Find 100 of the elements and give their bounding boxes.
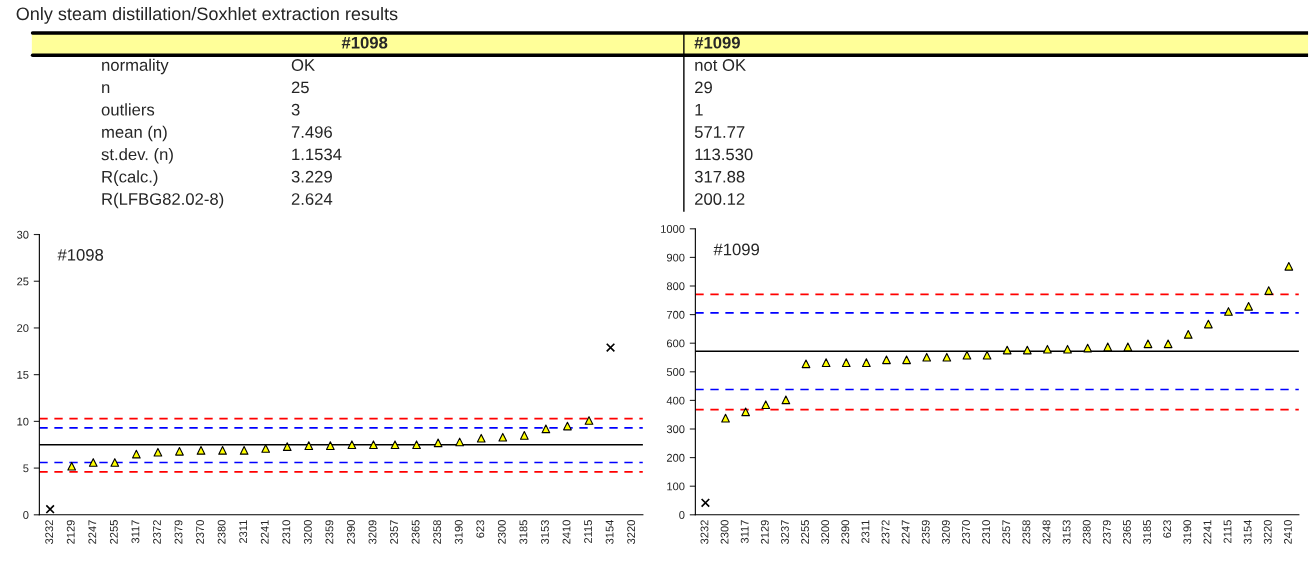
text: 200.12 (695, 193, 745, 205)
point (1022, 345, 1032, 355)
x-tick-label: 3209 (941, 520, 950, 544)
text: 113.530 (695, 148, 753, 161)
point (1043, 344, 1052, 354)
point (239, 445, 249, 455)
x-tick-label: 623 (1163, 520, 1172, 538)
x-tick-label: 2359 (325, 520, 334, 544)
category-label: st.dev. (n) (101, 148, 173, 164)
category-label: #1098 (341, 36, 388, 49)
point (1224, 307, 1233, 316)
point (1103, 342, 1113, 352)
x-tick-label: 3220 (1263, 520, 1272, 544)
point (861, 358, 871, 368)
point (67, 461, 77, 471)
x-tick-label: 3190 (1183, 520, 1192, 544)
text: 317.88 (694, 170, 745, 183)
x-tick-label: 2129 (760, 520, 769, 544)
x-tick-label: 2410 (562, 520, 571, 544)
point (1163, 339, 1173, 349)
point (902, 355, 911, 365)
point (761, 400, 771, 410)
x-tick-label: 2380 (217, 520, 226, 544)
y-tick-label: 900 (666, 253, 685, 262)
x-tick-label: 3154 (605, 519, 614, 544)
x-tick-label: 3220 (627, 520, 636, 544)
x-tick-label: 3185 (1143, 520, 1151, 544)
text: 7.496 (291, 126, 332, 138)
point (412, 440, 421, 450)
x-tick-label: 2357 (390, 520, 398, 544)
x-tick-label: 2247 (901, 520, 910, 544)
point (962, 350, 972, 360)
point (131, 449, 141, 459)
point (282, 442, 292, 451)
y-tick-label: 5 (23, 464, 29, 473)
y-tick-label: 0 (679, 511, 685, 519)
x-tick-label: 2370 (962, 520, 970, 544)
text: 3.229 (291, 170, 332, 183)
x-tick-label: 3232 (45, 520, 54, 544)
point (700, 498, 711, 508)
x-tick-label: 3190 (454, 520, 463, 544)
x-tick-label: 2241 (1203, 520, 1212, 544)
text: 571.77 (694, 126, 745, 138)
x-tick-label: 3200 (303, 520, 312, 544)
point (1002, 345, 1012, 355)
x-tick-label: 3117 (740, 520, 749, 544)
point (369, 440, 378, 450)
point (1284, 261, 1294, 271)
y-tick-label: 600 (666, 339, 685, 348)
point (196, 445, 206, 455)
y-tick-label: 20 (17, 324, 29, 333)
x-tick-label: 2372 (153, 520, 161, 544)
x-tick-label: 2379 (1102, 520, 1111, 544)
point (304, 441, 314, 451)
x-tick-label: 3185 (519, 520, 528, 544)
x-tick-label: 2129 (66, 520, 75, 544)
x-tick-label: 2358 (433, 520, 442, 544)
y-tick-label: 15 (17, 371, 29, 379)
category-label: #1099 (694, 36, 740, 49)
x-tick-label: 2379 (174, 520, 183, 544)
point (45, 504, 55, 514)
x-tick-label: 2410 (1283, 520, 1292, 544)
point (1183, 329, 1193, 339)
point (218, 445, 227, 455)
text: 1 (695, 103, 703, 116)
x-tick-label: 2370 (196, 520, 204, 544)
x-tick-label: 3154 (1243, 519, 1252, 544)
point (605, 342, 616, 353)
point (390, 440, 400, 450)
point (1203, 319, 1213, 329)
x-tick-label: 2365 (411, 520, 420, 544)
x-tick-label: 3209 (368, 520, 377, 544)
x-tick-label: 2255 (801, 520, 809, 544)
x-tick-label: 2310 (282, 520, 291, 544)
x-tick-label: 623 (476, 520, 485, 538)
point (325, 441, 335, 451)
point (541, 424, 551, 434)
text: 1.1534 (292, 148, 342, 161)
annotation: #1098 (57, 248, 104, 261)
point (1143, 339, 1153, 349)
x-tick-label: 3200 (821, 520, 830, 544)
y-tick-label: 200 (666, 453, 685, 462)
category-label: outliers (101, 103, 155, 116)
x-tick-label: 3237 (781, 520, 789, 544)
y-tick-label: 25 (17, 277, 29, 286)
annotation: #1099 (713, 243, 760, 256)
x-tick-label: 2365 (1123, 520, 1131, 544)
text: OK (291, 59, 315, 71)
y-tick-label: 1000 (661, 225, 685, 233)
x-tick-label: 3153 (1062, 520, 1071, 544)
text: 25 (291, 81, 309, 94)
text: Only steam distillation/Soxhlet extraction results (16, 6, 398, 24)
y-tick-label: 0 (23, 511, 29, 519)
point (563, 421, 572, 431)
point (1264, 286, 1274, 295)
x-tick-label: 2247 (88, 520, 97, 544)
category-label: R(LFBG82.02-8) (102, 192, 224, 209)
point (781, 395, 791, 405)
x-tick-label: 3232 (700, 520, 709, 544)
x-tick-label: 2241 (260, 520, 269, 544)
